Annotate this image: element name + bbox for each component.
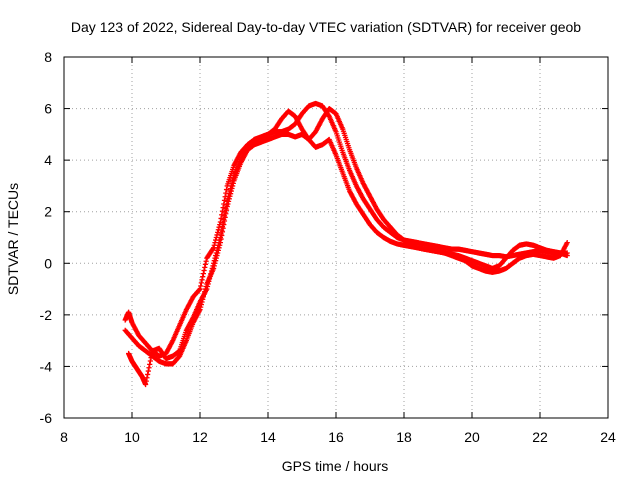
data-point [143, 381, 149, 388]
x-tick-label: 16 [328, 429, 344, 445]
data-point [218, 231, 224, 237]
data-point [202, 264, 208, 271]
data-point [228, 183, 234, 189]
y-axis-label: SDTVAR / TECUs [5, 183, 21, 295]
x-tick-label: 18 [396, 429, 412, 445]
y-tick-label: 8 [44, 49, 52, 65]
data-point [223, 186, 230, 193]
x-tick-labels: 8 10 12 14 16 18 20 22 24 [60, 429, 616, 445]
data-point [218, 215, 224, 222]
data-point [210, 263, 216, 269]
y-tick-label: 4 [44, 152, 52, 168]
data-point [221, 213, 228, 219]
data-point [200, 274, 206, 280]
axis-ticks [63, 56, 609, 419]
data-point [210, 246, 216, 252]
data-point [208, 268, 215, 274]
y-tick-label: -4 [40, 358, 53, 374]
data-point [215, 229, 221, 235]
x-tick-label: 8 [60, 429, 68, 445]
data-point [201, 267, 207, 274]
x-tick-label: 20 [464, 429, 480, 445]
chart-title: Day 123 of 2022, Sidereal Day-to-day VTE… [71, 19, 581, 35]
data-point [197, 286, 203, 292]
y-tick-label: -6 [40, 410, 53, 426]
data-point [212, 255, 218, 261]
data-point [230, 175, 236, 181]
data-point [209, 265, 215, 272]
data-point [147, 361, 153, 367]
data-point [220, 220, 226, 226]
data-point [219, 224, 226, 230]
x-tick-label: 24 [600, 429, 616, 445]
data-point [200, 271, 206, 277]
data-point [219, 212, 225, 218]
x-tick-label: 12 [192, 429, 208, 445]
data-point [145, 371, 151, 378]
data-point [564, 240, 570, 246]
data-point [229, 180, 235, 186]
x-axis-label: GPS time / hours [282, 458, 389, 474]
data-point [215, 242, 221, 248]
data-point [198, 283, 204, 289]
data-point [206, 278, 212, 284]
data-point [219, 227, 225, 233]
data-point [207, 273, 213, 279]
data-point [206, 276, 213, 282]
data-point [217, 237, 223, 243]
data-point [220, 204, 226, 211]
data-point [149, 351, 155, 357]
data-point [225, 196, 231, 202]
y-tick-label: 0 [44, 255, 52, 271]
data-point [230, 178, 236, 184]
data-point [217, 234, 223, 241]
data-point [202, 261, 209, 267]
y-tick-label: 2 [44, 204, 52, 220]
y-tick-labels: -6 -4 -2 0 2 4 6 8 [40, 49, 53, 426]
data-point [143, 378, 149, 384]
data-point [146, 365, 152, 371]
data-point [225, 193, 232, 199]
data-point [228, 185, 234, 192]
data-point [211, 260, 217, 266]
data-point [199, 277, 205, 283]
series-track-3 [126, 108, 570, 388]
data-point [221, 216, 227, 223]
data-point [213, 252, 219, 259]
data-point [224, 198, 230, 204]
data-point [227, 188, 233, 194]
data-point [204, 283, 211, 290]
data-point [564, 252, 570, 259]
data-point [205, 281, 211, 287]
data-point [217, 219, 223, 225]
x-tick-label: 10 [124, 429, 140, 445]
data-point [208, 271, 214, 277]
data-point [216, 240, 222, 246]
data-marks [122, 100, 570, 388]
data-point [214, 232, 220, 238]
data-point [203, 258, 209, 264]
data-point [148, 355, 154, 361]
data-point [145, 368, 151, 374]
data-point [196, 287, 202, 293]
data-point [147, 358, 153, 364]
y-tick-label: -2 [40, 307, 53, 323]
data-point [214, 247, 220, 253]
data-point [222, 209, 228, 215]
data-point [204, 286, 210, 292]
data-point [223, 206, 229, 212]
data-point [198, 280, 204, 286]
x-tick-label: 14 [260, 429, 276, 445]
data-point [213, 250, 219, 256]
data-point [223, 202, 230, 208]
data-point [215, 245, 221, 251]
y-tick-label: 6 [44, 101, 52, 117]
data-point [226, 191, 232, 197]
data-point [221, 197, 228, 203]
data-point [144, 375, 150, 381]
data-point [219, 208, 226, 214]
data-point [211, 258, 217, 264]
x-tick-label: 22 [532, 429, 548, 445]
